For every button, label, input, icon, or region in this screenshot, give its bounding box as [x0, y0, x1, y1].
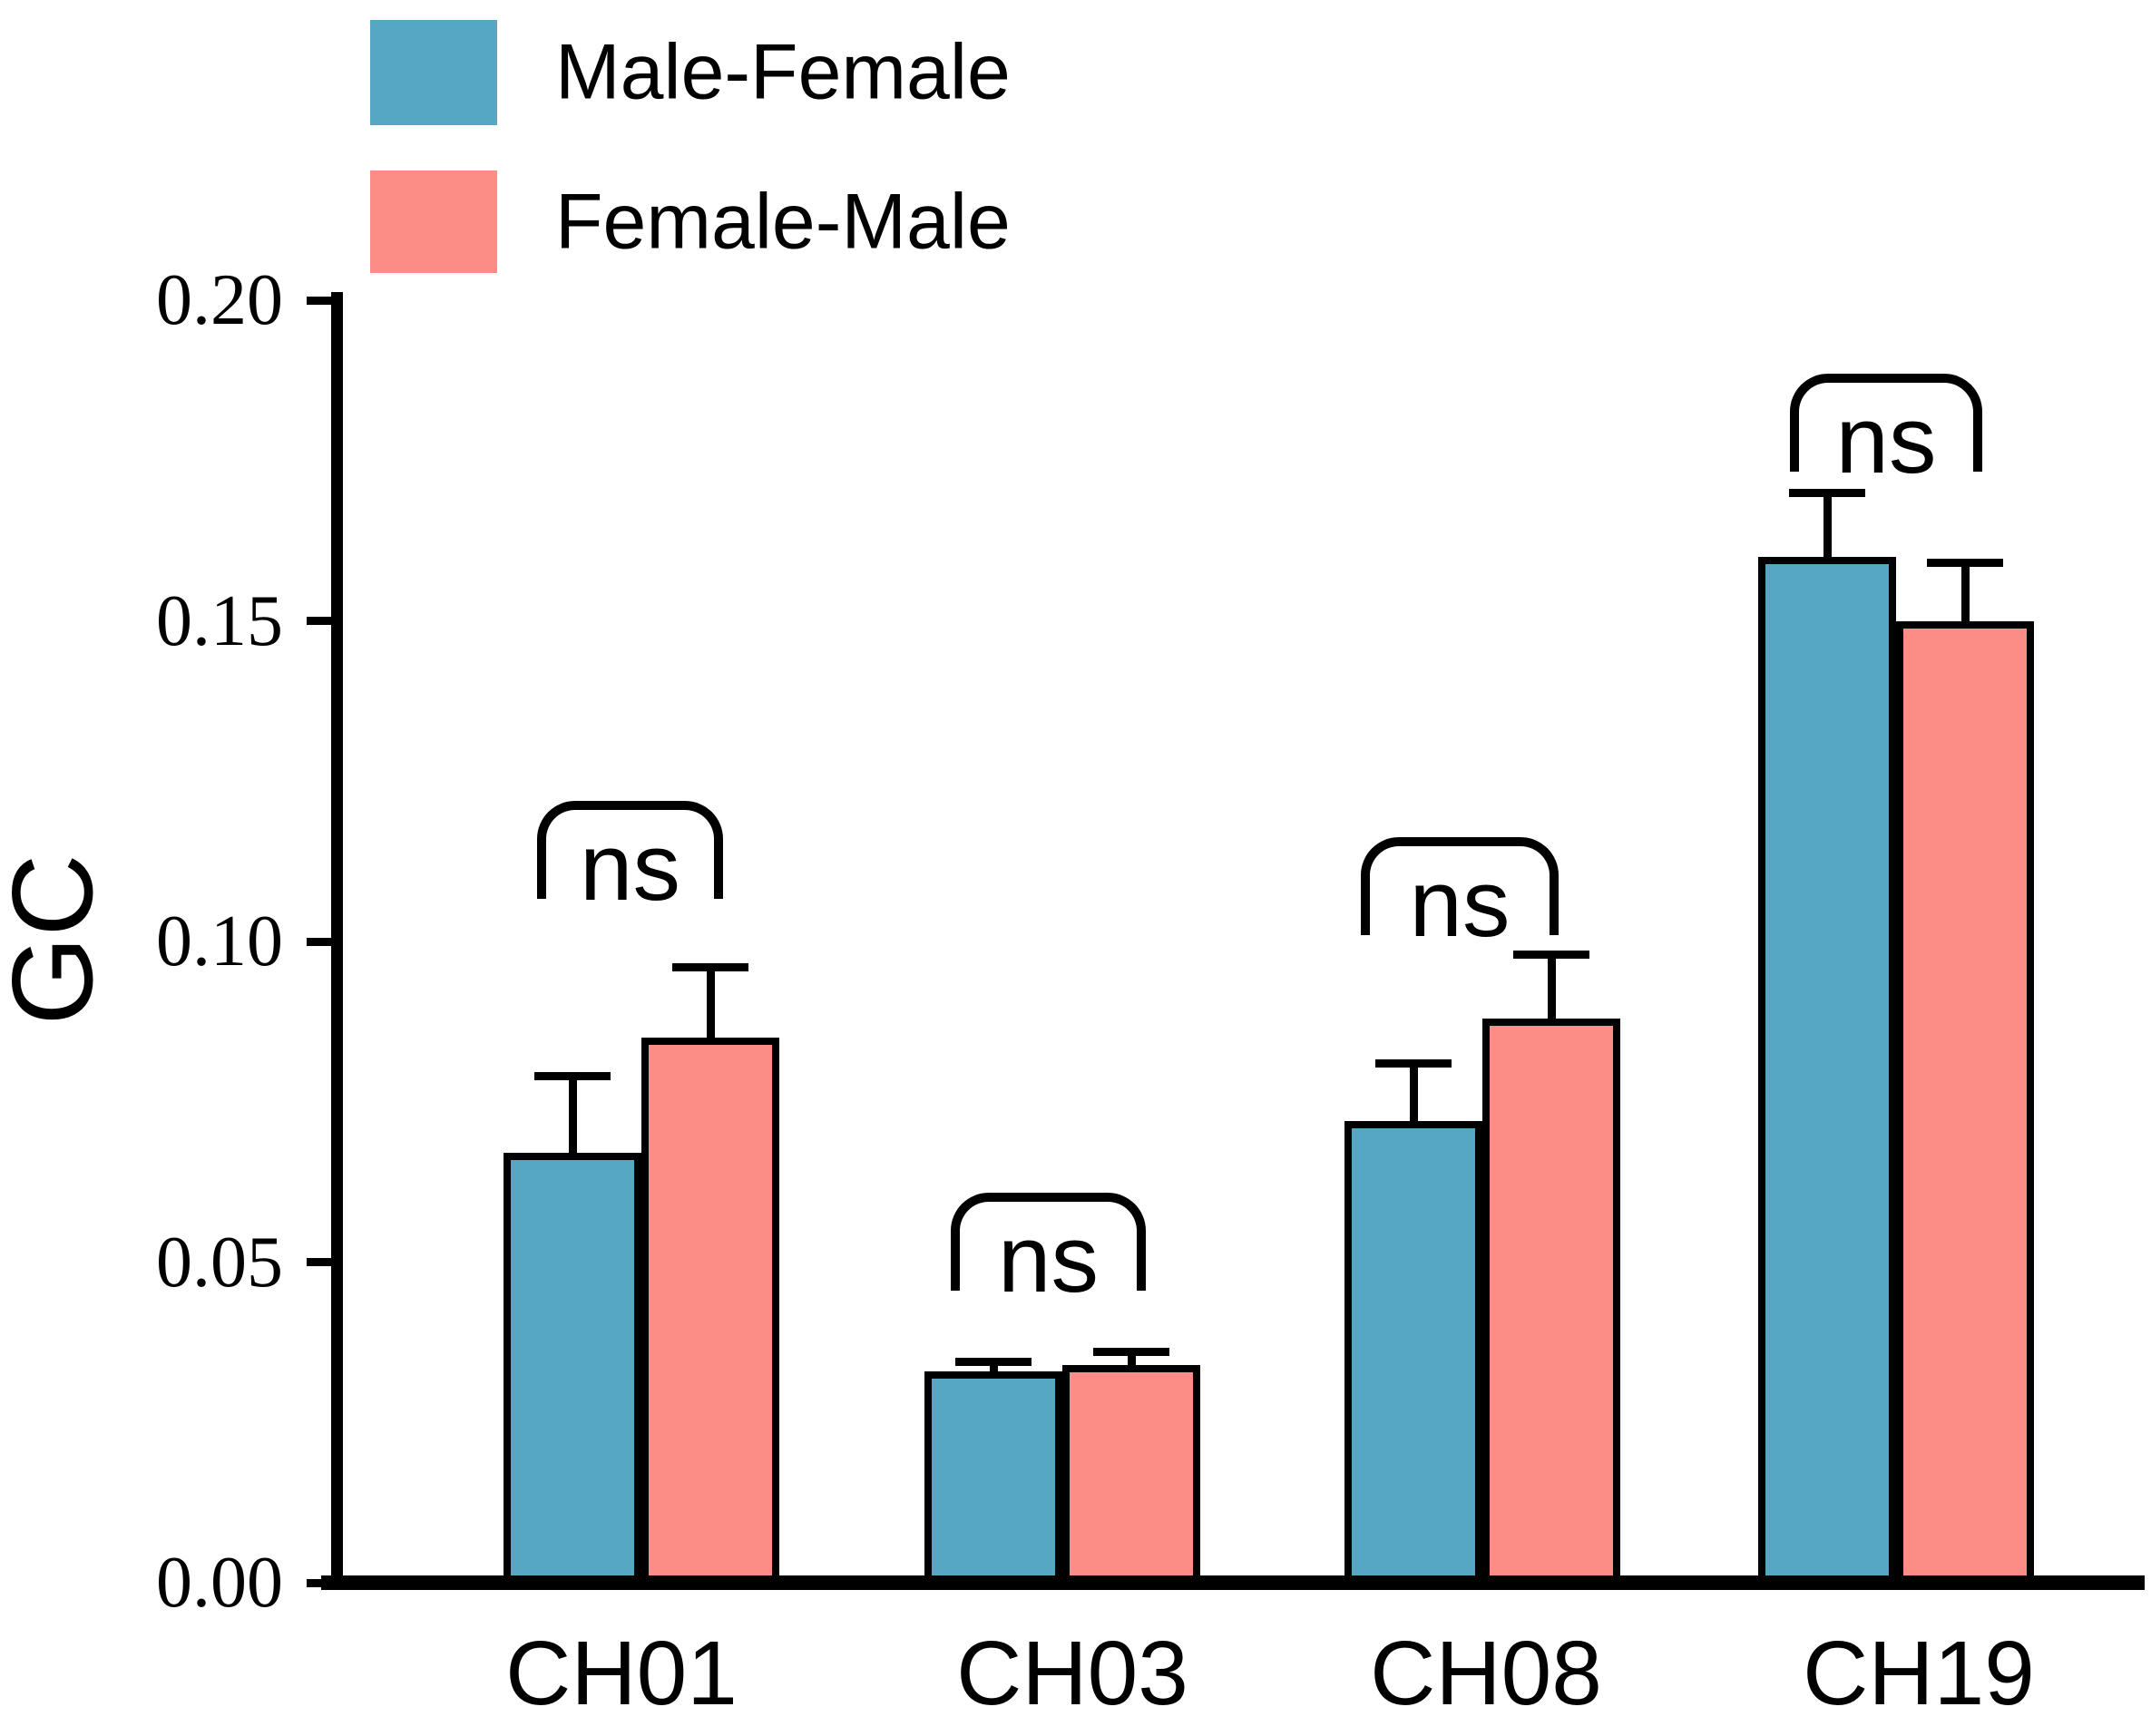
x-axis-label-CH19: CH19: [1803, 1623, 2035, 1724]
bar-CH03-male-female: [924, 1370, 1062, 1586]
bar-CH08-male-female: [1344, 1120, 1482, 1586]
significance-bracket-CH08: ns: [1361, 837, 1559, 951]
error-bar-cap: [1513, 950, 1589, 959]
y-tick-label: 0.15: [156, 580, 283, 661]
error-bar-cap: [955, 1357, 1032, 1366]
y-tick-0.20: [307, 296, 331, 305]
bar-CH03-female-male: [1062, 1364, 1200, 1586]
ns-annotation: ns: [580, 814, 680, 921]
error-bar-stem: [1960, 562, 1970, 625]
error-bar-cap: [1789, 488, 1865, 497]
y-axis-spine: [331, 292, 343, 1590]
legend-label-female-male: Female-Male: [555, 178, 1011, 265]
error-bar-stem: [1823, 493, 1832, 561]
error-bar-stem: [1547, 954, 1556, 1022]
bar-CH19-male-female: [1758, 556, 1896, 1586]
ns-annotation: ns: [1409, 851, 1511, 957]
error-bar-stem: [706, 967, 715, 1042]
error-bar-cap: [1375, 1058, 1452, 1068]
ns-annotation: ns: [1835, 387, 1937, 493]
legend-label-male-female: Male-Female: [555, 28, 1011, 116]
error-bar-cap: [1927, 559, 2003, 568]
significance-bracket-CH01: ns: [537, 801, 723, 915]
x-axis-label-CH03: CH03: [956, 1623, 1188, 1724]
error-bar-cap: [534, 1071, 611, 1080]
error-bar-stem: [989, 1361, 998, 1375]
x-axis-label-CH08: CH08: [1370, 1623, 1602, 1724]
y-tick-0.05: [307, 1258, 331, 1266]
significance-bracket-CH19: ns: [1790, 374, 1982, 488]
x-axis-baseline: [321, 1575, 2145, 1590]
error-bar-cap: [1093, 1347, 1169, 1356]
significance-bracket-CH03: ns: [951, 1193, 1146, 1307]
bar-CH01-male-female: [504, 1153, 641, 1586]
bar-CH08-female-male: [1482, 1018, 1620, 1586]
y-tick-0.15: [307, 617, 331, 625]
legend-swatch-male-female: [370, 20, 497, 125]
bar-CH01-female-male: [641, 1038, 779, 1586]
error-bar-cap: [672, 962, 748, 971]
y-tick-label: 0.05: [156, 1222, 283, 1302]
error-bar-stem: [1409, 1063, 1418, 1125]
y-tick-label: 0.10: [156, 902, 283, 981]
bar-CH19-female-male: [1896, 620, 2034, 1586]
error-bar-stem: [1127, 1351, 1136, 1369]
y-tick-label: 0.00: [156, 1543, 283, 1623]
y-tick-0.00: [307, 1578, 331, 1587]
legend-swatch-female-male: [370, 171, 497, 273]
y-tick-0.10: [307, 937, 331, 946]
error-bar-stem: [568, 1076, 577, 1157]
x-axis-label-CH01: CH01: [505, 1623, 738, 1724]
ns-annotation: ns: [998, 1206, 1099, 1312]
y-tick-label: 0.20: [156, 260, 283, 340]
